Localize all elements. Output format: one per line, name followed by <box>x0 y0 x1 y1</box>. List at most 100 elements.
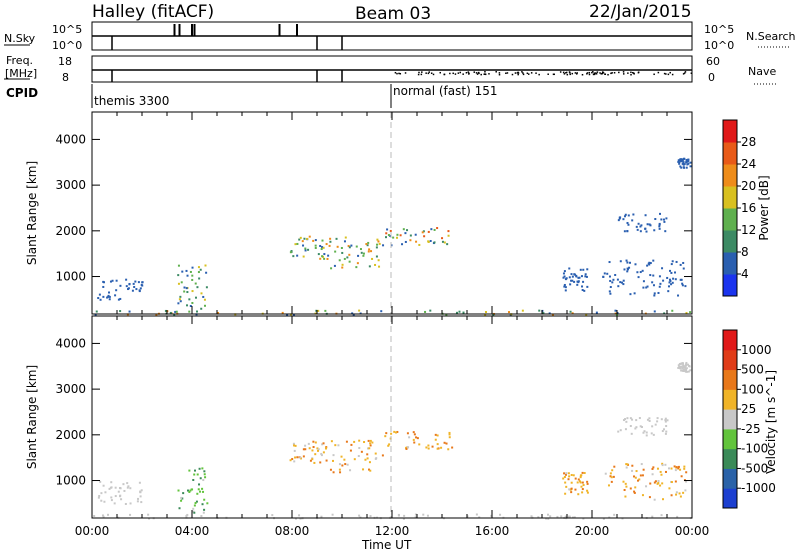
range-cell <box>624 495 627 498</box>
range-cell <box>625 463 628 466</box>
nave-point <box>538 73 540 76</box>
range-cell <box>303 237 306 240</box>
range-cell <box>186 291 189 294</box>
range-cell <box>625 485 628 488</box>
nsky-trace <box>92 24 692 50</box>
range-cell <box>680 160 683 163</box>
range-cell <box>612 278 615 281</box>
range-cell <box>684 363 687 366</box>
colorbar-tick-label: 25 <box>741 402 756 416</box>
range-cell <box>191 301 194 304</box>
range-cell <box>549 515 552 518</box>
range-cell <box>129 487 132 490</box>
range-cell <box>586 268 589 271</box>
colorbar-swatch <box>723 409 737 430</box>
range-cell <box>334 250 337 253</box>
range-cell <box>378 242 381 245</box>
range-cell <box>308 235 311 238</box>
range-cell <box>139 287 142 290</box>
velocity-colorbar-frame <box>722 329 738 509</box>
range-cell <box>296 242 299 245</box>
range-cell <box>312 446 315 449</box>
range-cell <box>664 419 667 422</box>
range-cell <box>106 296 109 299</box>
range-cell <box>581 481 584 484</box>
range-cell <box>185 514 188 517</box>
range-cell <box>427 444 430 447</box>
range-cell <box>641 474 644 477</box>
range-cell <box>642 431 645 434</box>
range-cell <box>548 312 551 315</box>
range-cell <box>405 447 408 450</box>
range-cell <box>608 290 611 293</box>
nave-point <box>467 71 470 73</box>
range-cell <box>676 515 679 518</box>
range-cell <box>344 463 347 466</box>
range-cell <box>586 489 589 492</box>
range-cell <box>620 281 623 284</box>
freq-label: Freq. <box>6 54 33 67</box>
range-cell <box>507 311 510 314</box>
freq-unit: [MHz] <box>5 67 37 80</box>
range-cell <box>316 447 319 450</box>
range-cell <box>367 241 370 244</box>
range-cell <box>630 432 633 435</box>
range-cell <box>183 286 186 289</box>
range-cell <box>180 496 183 499</box>
nave-point <box>517 73 519 76</box>
range-cell <box>357 254 360 257</box>
range-cell <box>644 227 647 230</box>
nave-point <box>595 73 598 75</box>
range-cell <box>188 469 191 472</box>
nave-point <box>427 72 430 75</box>
range-cell <box>173 313 176 316</box>
range-cell <box>390 432 393 435</box>
range-cell <box>110 481 113 484</box>
range-cell <box>663 312 666 315</box>
range-cell <box>618 217 621 220</box>
nave-point <box>514 72 517 74</box>
range-cell <box>327 254 330 257</box>
nave-point <box>505 72 507 75</box>
range-cell <box>678 162 681 165</box>
range-cell <box>646 223 649 226</box>
range-cell <box>323 253 326 256</box>
nave-point <box>633 73 635 75</box>
range-cell <box>358 439 361 442</box>
range-cell <box>629 261 632 264</box>
range-cell <box>395 236 398 239</box>
range-cell <box>189 304 192 307</box>
range-cell <box>198 483 201 486</box>
nave-point <box>593 73 596 76</box>
nave-point <box>601 71 604 74</box>
velocity-colorbar-label: Velocity [m s^-1] <box>764 370 778 474</box>
range-cell <box>319 257 322 260</box>
range-cell <box>204 264 207 267</box>
range-cell <box>187 489 190 492</box>
nave-point <box>576 72 578 74</box>
range-cell <box>685 361 688 364</box>
range-cell <box>664 432 667 435</box>
range-cell <box>281 311 284 314</box>
range-cell <box>193 473 196 476</box>
range-cell <box>570 491 573 494</box>
range-cell <box>521 309 524 312</box>
range-cell <box>689 369 692 372</box>
range-cell <box>320 248 323 251</box>
range-cell <box>325 446 328 449</box>
range-cell <box>682 161 685 164</box>
range-cell <box>623 230 626 233</box>
range-cell <box>180 499 183 502</box>
range-cell <box>685 312 688 315</box>
range-cell <box>114 294 117 297</box>
range-cell <box>217 311 220 314</box>
x-axis-tick-labels: 00:00 04:00 08:00 12:00 16:00 20:00 00:00 <box>75 524 710 538</box>
date-title: 22/Jan/2015 <box>589 2 692 22</box>
range-cell <box>636 228 639 231</box>
range-cell <box>131 289 134 292</box>
range-cell <box>646 264 649 267</box>
range-cell <box>664 470 667 473</box>
range-cell <box>119 495 122 498</box>
range-cell <box>653 292 656 295</box>
range-cell <box>436 443 439 446</box>
